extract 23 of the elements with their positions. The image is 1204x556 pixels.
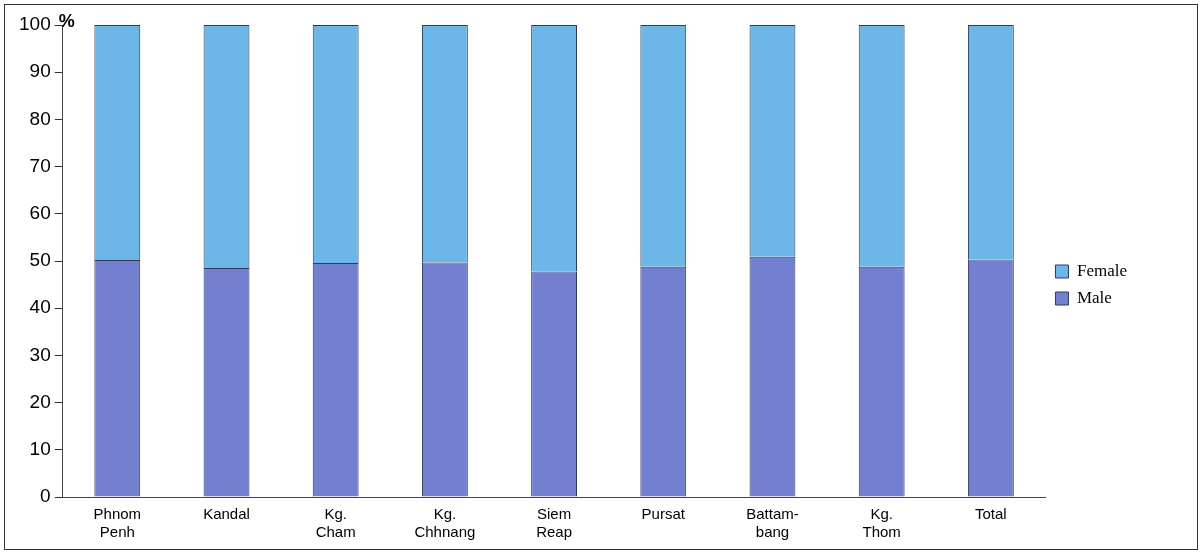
y-tick-label: 90 xyxy=(29,60,51,82)
y-tick-label: 30 xyxy=(29,343,51,365)
y-tick-label: 100 xyxy=(19,13,51,35)
y-tick-label: 50 xyxy=(29,249,51,271)
x-tick-label: Battam-bang xyxy=(746,505,799,541)
x-tick-label: Phnom Penh xyxy=(93,505,142,541)
y-tick-label: 10 xyxy=(29,438,51,460)
y-tick-label: 40 xyxy=(29,296,51,318)
x-tick-label: Siem Reap xyxy=(536,505,573,541)
x-tick-label: Kandal xyxy=(203,505,250,523)
y-tick-label: 70 xyxy=(29,154,51,176)
y-axis-title: % xyxy=(58,10,75,31)
x-tick-label: Total xyxy=(975,505,1007,523)
x-tick-label: Kg. Cham xyxy=(315,505,356,541)
y-tick-label: 20 xyxy=(29,390,51,412)
legend-label: Female xyxy=(1076,260,1128,280)
y-tick-label: 60 xyxy=(29,202,51,224)
y-tick-label: 80 xyxy=(29,107,51,129)
x-tick-label: Kg. Chhnang xyxy=(414,505,476,541)
x-tick-label: Pursat xyxy=(641,505,686,523)
x-tick-label: Kg. Thom xyxy=(862,505,901,541)
y-tick-label: 0 xyxy=(40,485,51,507)
legend-label: Male xyxy=(1076,287,1112,307)
